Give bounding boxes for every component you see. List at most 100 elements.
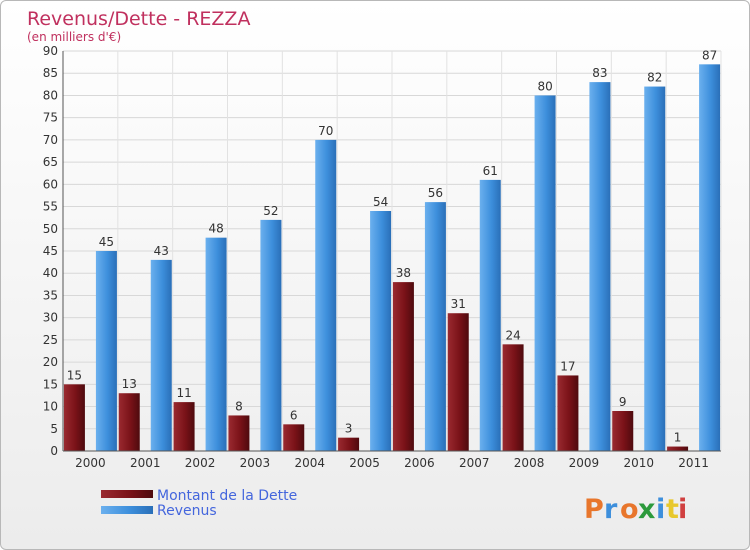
revenue-bar <box>479 179 501 451</box>
y-tick-label: 35 <box>43 288 58 302</box>
debt-bar <box>667 446 689 451</box>
revenue-bar <box>644 86 666 452</box>
bars <box>63 64 721 452</box>
revenue-value-label: 61 <box>483 164 498 178</box>
axes: 0 5 10 15 20 25 30 35 40 45 50 55 60 65 70 75 80 85 90 2000… <box>43 44 721 470</box>
x-tick-label: 2003 <box>240 456 271 470</box>
revenue-value-label: 82 <box>647 71 662 85</box>
x-tick-label: 2001 <box>130 456 161 470</box>
y-tick-label: 70 <box>43 133 58 147</box>
revenue-value-label: 52 <box>263 204 278 218</box>
y-tick-label: 90 <box>43 44 58 58</box>
debt-value-label: 1 <box>674 431 682 445</box>
debt-bar <box>118 393 140 451</box>
revenue-bar <box>534 95 556 451</box>
x-tick-label: 2005 <box>349 456 380 470</box>
x-tick-label: 2010 <box>623 456 654 470</box>
y-tick-label: 75 <box>43 111 58 125</box>
debt-value-label: 24 <box>505 328 520 342</box>
debt-bar <box>557 375 579 451</box>
legend-swatch-revenue <box>101 506 153 514</box>
debt-bar <box>338 437 360 451</box>
logo-letter: x <box>638 494 655 525</box>
debt-bar <box>447 313 469 451</box>
revenue-value-label: 56 <box>428 186 443 200</box>
debt-value-label: 6 <box>290 408 298 422</box>
y-tick-label: 25 <box>43 333 58 347</box>
revenue-value-label: 45 <box>99 235 114 249</box>
logo-letter: t <box>666 494 679 525</box>
debt-value-label: 11 <box>176 386 191 400</box>
revenue-value-label: 48 <box>208 222 223 236</box>
x-tick-label: 2006 <box>404 456 435 470</box>
debt-value-label: 9 <box>619 395 627 409</box>
y-tick-label: 80 <box>43 88 58 102</box>
debt-bar <box>612 411 634 451</box>
logo-letter: o <box>620 494 639 525</box>
chart-subtitle: (en milliers d'€) <box>27 30 121 44</box>
debt-bar <box>283 424 305 451</box>
revenue-value-label: 83 <box>592 66 607 80</box>
x-tick-label: 2004 <box>294 456 325 470</box>
revenue-bar <box>260 219 282 451</box>
x-tick-label: 2008 <box>514 456 545 470</box>
y-tick-label: 5 <box>50 422 58 436</box>
legend-label-revenue: Revenus <box>157 503 217 519</box>
revenue-bar <box>370 211 392 451</box>
logo-letter: r <box>604 494 618 525</box>
debt-bar <box>392 282 414 451</box>
revenue-bar <box>315 139 337 451</box>
logo-letter: P <box>584 494 604 525</box>
revenue-value-label: 43 <box>154 244 169 258</box>
y-tick-label: 10 <box>43 400 58 414</box>
legend-label-debt: Montant de la Dette <box>157 488 297 504</box>
debt-value-label: 8 <box>235 399 243 413</box>
y-tick-label: 40 <box>43 266 58 280</box>
debt-value-label: 17 <box>560 359 575 373</box>
revenue-bar <box>589 82 611 451</box>
debt-bar <box>502 344 524 451</box>
logo-letter: i <box>656 494 665 525</box>
revenue-bar <box>424 202 446 451</box>
chart-title: Revenus/Dette - REZZA <box>27 8 250 30</box>
debt-bar <box>173 402 195 451</box>
revenue-bar <box>95 251 117 451</box>
y-tick-label: 55 <box>43 200 58 214</box>
x-tick-label: 2000 <box>75 456 106 470</box>
x-tick-label: 2009 <box>569 456 600 470</box>
revenue-value-label: 80 <box>537 79 552 93</box>
x-tick-label: 2002 <box>185 456 216 470</box>
y-tick-label: 45 <box>43 244 58 258</box>
debt-bar <box>228 415 250 451</box>
y-tick-label: 60 <box>43 177 58 191</box>
y-tick-label: 50 <box>43 222 58 236</box>
logo-letter: i <box>678 494 687 525</box>
y-tick-label: 65 <box>43 155 58 169</box>
grid <box>62 50 722 452</box>
value-labels: 15 45 13 43 11 48 8 52 6 70 3 54 38 56 31 61 24 80 17 83 9 82… <box>67 48 717 444</box>
revenue-bar <box>150 259 172 451</box>
y-tick-label: 0 <box>50 444 58 458</box>
y-tick-label: 30 <box>43 311 58 325</box>
y-tick-label: 15 <box>43 377 58 391</box>
x-tick-label: 2011 <box>678 456 709 470</box>
debt-bar <box>63 384 85 451</box>
debt-value-label: 15 <box>67 368 82 382</box>
legend: Montant de la Dette Revenus <box>101 488 297 519</box>
revenue-value-label: 54 <box>373 195 388 209</box>
debt-value-label: 13 <box>122 377 137 391</box>
revenue-bar <box>205 237 227 451</box>
debt-value-label: 3 <box>345 422 353 436</box>
x-tick-label: 2007 <box>459 456 490 470</box>
revenue-bar <box>699 64 721 452</box>
debt-value-label: 31 <box>451 297 466 311</box>
revenue-value-label: 70 <box>318 124 333 138</box>
legend-swatch-debt <box>101 490 153 498</box>
revenue-value-label: 87 <box>702 48 717 62</box>
y-tick-label: 20 <box>43 355 58 369</box>
debt-value-label: 38 <box>396 266 411 280</box>
y-tick-label: 85 <box>43 66 58 80</box>
